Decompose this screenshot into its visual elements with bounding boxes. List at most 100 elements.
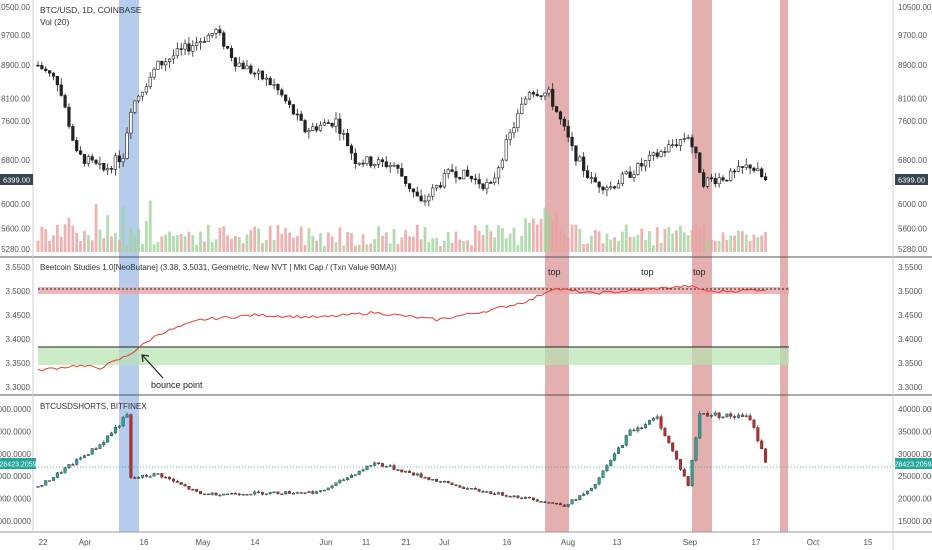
x-tick-label: 11 (362, 538, 371, 547)
shorts-candle (206, 493, 210, 496)
volume-bar (706, 239, 709, 252)
volume-bar (679, 225, 682, 252)
price-candle (524, 98, 528, 105)
x-tick-label: 13 (613, 538, 622, 547)
shorts-candle (373, 462, 377, 466)
shorts-candle (678, 459, 682, 470)
volume-bar (497, 225, 500, 252)
price-candle (326, 122, 330, 124)
indicator-left-ticks: 3.5500 3.5000 3.4500 3.4000 3.3500 3.3000 (6, 263, 31, 392)
volume-bar (636, 234, 640, 252)
price-candle (643, 160, 648, 167)
price-candle (206, 35, 210, 42)
shorts-candle (404, 470, 408, 473)
volume-bar (729, 235, 733, 252)
shorts-current-label-right: 28423.2059 (895, 462, 932, 469)
price-candle (365, 156, 369, 164)
shorts-candle (334, 482, 338, 487)
shorts-candle (288, 491, 292, 494)
shorts-candle (477, 489, 481, 492)
volume-bar (175, 235, 179, 252)
price-candle (276, 83, 280, 91)
price-tick-label: 5280.00 (1, 245, 30, 254)
shorts-candle (63, 467, 67, 473)
volume-bar (698, 228, 702, 252)
price-candle (566, 125, 570, 138)
indicator-tick-label: 3.4000 (6, 335, 31, 344)
volume-bar (605, 233, 609, 252)
volume-bar (346, 232, 349, 252)
shorts-candle (319, 490, 323, 492)
shorts-candle (632, 429, 636, 432)
red-highlight-band (692, 0, 712, 532)
price-candle (446, 169, 450, 174)
volume-bar (462, 241, 466, 252)
price-candle (287, 100, 292, 105)
volume-bar (233, 235, 237, 252)
price-candle (121, 158, 125, 163)
shorts-candle (586, 490, 590, 495)
price-candle (400, 168, 404, 177)
price-candle (539, 95, 543, 97)
price-candle (210, 32, 214, 36)
volume-bar (663, 229, 667, 252)
shorts-candle (392, 465, 396, 470)
price-candle (226, 46, 230, 49)
volume-bar (717, 240, 721, 252)
shorts-candle (179, 482, 183, 485)
shorts-candle (330, 485, 334, 489)
price-current-label-left: 6399.00 (3, 176, 30, 185)
indicator-title[interactable]: Beetcoin Studies 1.0[NeoButane] (3.38, 3… (40, 263, 397, 272)
volume-bar (40, 226, 44, 252)
volume-bar (609, 239, 613, 252)
shorts-candle (175, 480, 179, 483)
volume-bar (350, 232, 353, 252)
price-candle (380, 159, 385, 163)
shorts-candle (729, 413, 733, 417)
shorts-candle (218, 494, 222, 497)
shorts-candle (102, 441, 106, 446)
volume-bar (493, 237, 497, 252)
shorts-candle (624, 435, 628, 446)
volume-bar (570, 224, 574, 252)
shorts-candle (435, 479, 439, 482)
price-candle (345, 132, 350, 147)
price-candle (160, 60, 164, 66)
volume-bar (586, 243, 589, 252)
price-candle (264, 77, 268, 80)
volume-bar (67, 217, 71, 252)
volume-bar (342, 245, 346, 252)
price-candle (435, 185, 439, 189)
shorts-candle (655, 416, 659, 419)
volume-bar (655, 227, 659, 252)
shorts-title[interactable]: BTCUSDSHORTS, BITFINEX (40, 402, 147, 411)
volume-bar (485, 224, 489, 252)
shorts-candle (450, 482, 454, 485)
volume-bar (369, 243, 373, 252)
price-candle (624, 171, 628, 175)
shorts-candle (94, 448, 98, 450)
volume-bar (288, 232, 291, 252)
price-candle (489, 182, 493, 184)
shorts-candle (706, 413, 710, 417)
price-tick-label: 5280.00 (898, 245, 927, 254)
shorts-candle (582, 493, 586, 496)
shorts-candle (489, 491, 493, 494)
volume-bar (535, 224, 539, 252)
price-right-ticks: 10500.00 9700.00 8900.00 8100.00 7600.00 6800… (898, 3, 932, 254)
shorts-candle (377, 462, 381, 464)
price-candle (373, 164, 377, 167)
price-candle (202, 41, 207, 43)
volume-bar (152, 244, 156, 252)
shorts-candle (578, 495, 582, 500)
volume-bar (512, 227, 516, 252)
volume-bar (617, 240, 620, 252)
symbol-title[interactable]: BTC/USD, 1D, COINBASE (40, 5, 142, 15)
volume-bar (725, 240, 729, 252)
volume-bar (295, 236, 299, 252)
price-candle (106, 168, 110, 171)
shorts-tick-label: 25000.0000 (898, 472, 932, 481)
volume-title[interactable]: Vol (20) (40, 17, 69, 27)
price-candle (245, 65, 249, 70)
